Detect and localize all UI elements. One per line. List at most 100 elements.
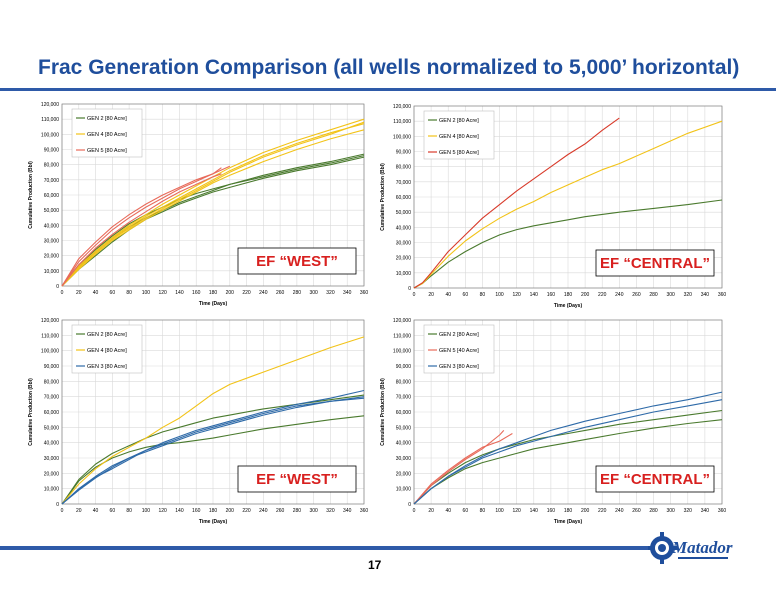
series-line (61, 167, 222, 287)
y-tick-label: 50,000 (396, 210, 412, 216)
x-tick-label: 220 (598, 292, 607, 298)
series-line (61, 156, 365, 287)
y-axis-label: Cumulative Production (Bbl) (28, 378, 34, 446)
series-line (61, 118, 365, 287)
x-tick-label: 180 (564, 292, 573, 298)
region-label: EF “CENTRAL” (600, 471, 710, 488)
x-tick-label: 80 (480, 292, 486, 298)
y-tick-label: 20,000 (44, 254, 60, 260)
y-tick-label: 10,000 (44, 487, 60, 493)
y-tick-label: 120,000 (393, 318, 411, 324)
x-tick-label: 40 (445, 508, 451, 514)
x-tick-label: 360 (360, 290, 369, 296)
y-tick-label: 0 (56, 284, 59, 290)
chart-panel-bottom-right: 0 10,000 20,000 30,000 40,000 50,000 60,000 70,… (378, 314, 728, 528)
y-tick-label: 30,000 (44, 239, 60, 245)
x-tick-label: 140 (530, 508, 539, 514)
x-tick-label: 240 (259, 508, 268, 514)
y-tick-label: 100,000 (393, 134, 411, 140)
logo-icon: Matador (646, 532, 733, 564)
y-tick-label: 50,000 (44, 208, 60, 214)
y-tick-label: 100,000 (41, 349, 59, 355)
chart-bottom-left: 0 10,000 20,000 30,000 40,000 50,000 60,000 70,… (28, 318, 369, 525)
x-tick-label: 280 (293, 508, 302, 514)
series-line (413, 399, 723, 505)
x-tick-label: 240 (259, 290, 268, 296)
x-tick-label: 220 (242, 508, 251, 514)
series-line (413, 199, 723, 289)
y-tick-label: 40,000 (44, 223, 60, 229)
series-line (61, 173, 222, 287)
x-tick-label: 220 (242, 290, 251, 296)
y-tick-label: 60,000 (44, 410, 60, 416)
y-axis-label: Cumulative Production (Bbl) (380, 163, 386, 231)
y-tick-label: 80,000 (44, 163, 60, 169)
x-tick-label: 340 (701, 292, 710, 298)
x-tick-label: 320 (684, 292, 693, 298)
page-title: Frac Generation Comparison (all wells no… (38, 56, 740, 79)
chart-panel-top-left: 0 10,000 20,000 30,000 40,000 50,000 60,000 70,… (26, 98, 370, 310)
x-tick-label: 0 (413, 292, 416, 298)
x-tick-label: 180 (209, 290, 218, 296)
y-tick-label: 20,000 (44, 471, 60, 477)
y-tick-label: 30,000 (396, 456, 412, 462)
y-tick-label: 80,000 (396, 165, 412, 171)
x-tick-label: 100 (142, 508, 151, 514)
y-tick-label: 70,000 (44, 395, 60, 401)
y-tick-label: 60,000 (396, 195, 412, 201)
series-line (61, 336, 365, 505)
x-tick-label: 40 (93, 290, 99, 296)
x-tick-label: 0 (413, 508, 416, 514)
x-tick-label: 220 (598, 508, 607, 514)
x-tick-label: 120 (158, 290, 167, 296)
y-tick-label: 20,000 (396, 471, 412, 477)
chart-bottom-right: 0 10,000 20,000 30,000 40,000 50,000 60,000 70,… (380, 318, 726, 525)
x-tick-label: 160 (547, 292, 556, 298)
series-line (413, 430, 505, 505)
x-axis-label: Time (Days) (554, 303, 583, 309)
series-line (61, 394, 365, 505)
y-tick-label: 110,000 (393, 119, 411, 125)
x-tick-label: 300 (309, 508, 318, 514)
x-tick-label: 80 (126, 508, 132, 514)
plot-frame (413, 319, 723, 505)
x-tick-label: 20 (76, 508, 82, 514)
legend-label: GEN 2 [80 Acre] (87, 116, 127, 122)
region-label: EF “WEST” (256, 471, 338, 488)
x-tick-label: 160 (192, 508, 201, 514)
x-tick-label: 200 (226, 508, 235, 514)
x-tick-label: 200 (581, 508, 590, 514)
x-tick-label: 360 (360, 508, 369, 514)
x-tick-label: 100 (142, 290, 151, 296)
company-logo: Matador (646, 528, 740, 568)
y-tick-label: 120,000 (393, 104, 411, 110)
series-line (61, 397, 365, 505)
y-tick-label: 20,000 (396, 256, 412, 262)
x-tick-label: 340 (701, 508, 710, 514)
x-tick-label: 240 (615, 292, 624, 298)
y-tick-label: 110,000 (41, 333, 59, 339)
x-tick-label: 140 (530, 292, 539, 298)
x-tick-label: 40 (445, 292, 451, 298)
legend-label: GEN 4 [80 Acre] (87, 132, 127, 138)
y-tick-label: 110,000 (393, 333, 411, 339)
y-tick-label: 70,000 (44, 178, 60, 184)
y-tick-label: 30,000 (396, 241, 412, 247)
legend-label: GEN 5 [80 Acre] (87, 148, 127, 154)
x-tick-label: 0 (61, 508, 64, 514)
series-line (413, 120, 723, 289)
x-tick-label: 100 (495, 292, 504, 298)
legend-label: GEN 4 [80 Acre] (87, 348, 127, 354)
y-tick-label: 40,000 (44, 441, 60, 447)
x-tick-label: 320 (326, 508, 335, 514)
x-tick-label: 300 (666, 508, 675, 514)
series-line (61, 129, 365, 287)
y-tick-label: 30,000 (44, 456, 60, 462)
x-tick-label: 80 (126, 290, 132, 296)
legend-box (71, 108, 143, 158)
x-axis-label: Time (Days) (199, 301, 228, 307)
legend-label: GEN 4 [80 Acre] (439, 134, 479, 140)
y-tick-label: 60,000 (396, 410, 412, 416)
series-line (61, 396, 365, 505)
x-tick-label: 40 (93, 508, 99, 514)
